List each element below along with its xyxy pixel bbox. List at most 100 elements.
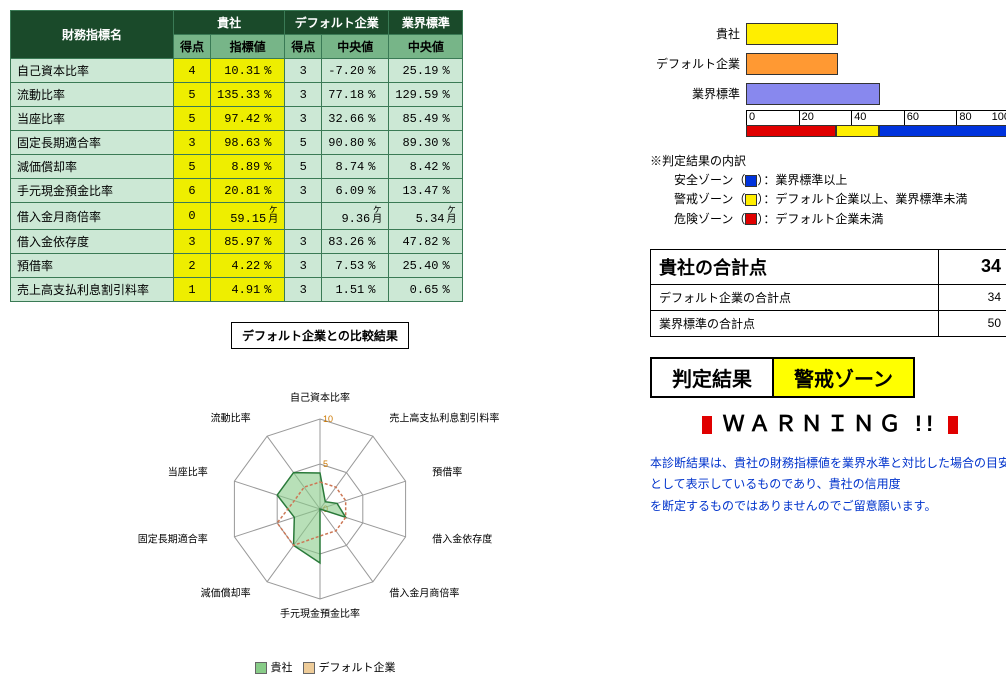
row-score1: 3	[174, 131, 211, 155]
radar-legend: 貴社デフォルト企業	[10, 659, 630, 675]
row-value3: 5.34ヶ月	[389, 203, 463, 230]
score-table: 貴社の合計点34デフォルト企業の合計点34業界標準の合計点50	[650, 249, 1006, 337]
zone-segment	[836, 125, 879, 137]
svg-text:預借率: 預借率	[432, 466, 462, 479]
axis-tick: 60	[904, 111, 957, 125]
row-score2: 3	[285, 59, 322, 83]
row-value3: 25.19%	[389, 59, 463, 83]
th-default: デフォルト企業	[285, 11, 389, 35]
row-value3: 13.47%	[389, 179, 463, 203]
bar-label: デフォルト企業	[650, 55, 746, 72]
note-item: 危険ゾーン（）：デフォルト企業未満	[650, 210, 1006, 229]
bar-fill	[746, 23, 838, 45]
svg-text:借入金依存度: 借入金依存度	[432, 532, 492, 545]
score-value: 34	[938, 249, 1006, 284]
row-score2: 3	[285, 179, 322, 203]
svg-text:10: 10	[323, 414, 333, 424]
th-median2: 中央値	[389, 35, 463, 59]
row-name: 減価償却率	[11, 155, 174, 179]
radar-section: デフォルト企業との比較結果 自己資本比率売上高支払利息割引料率預借率借入金依存度…	[10, 322, 630, 675]
note-item: 安全ゾーン（）：業界標準以上	[650, 171, 1006, 190]
radar-title: デフォルト企業との比較結果	[231, 322, 409, 349]
th-company: 貴社	[174, 11, 285, 35]
judgment-value: 警戒ゾーン	[774, 357, 915, 398]
bar-fill	[746, 83, 880, 105]
row-score1: 2	[174, 254, 211, 278]
svg-text:固定長期適合率: 固定長期適合率	[138, 532, 208, 545]
row-score2: 3	[285, 107, 322, 131]
warning-text: ＷＡＲＮＩＮＧ !!	[650, 406, 1006, 438]
row-score2: 3	[285, 230, 322, 254]
zone-segment	[746, 125, 836, 137]
row-score2	[285, 203, 322, 230]
svg-text:自己資本比率: 自己資本比率	[290, 391, 350, 404]
row-value3: 0.65%	[389, 278, 463, 302]
score-label: 貴社の合計点	[651, 249, 939, 284]
th-value1: 指標値	[211, 35, 285, 59]
radar-chart: 自己資本比率売上高支払利息割引料率預借率借入金依存度借入金月商倍率手元現金預金比…	[100, 359, 540, 659]
notes: ※判定結果の内訳 安全ゾーン（）：業界標準以上 警戒ゾーン（）：デフォルト企業以…	[650, 152, 1006, 229]
table-row: 固定長期適合率398.63%590.80%89.30%	[11, 131, 463, 155]
row-value2: 6.09%	[322, 179, 389, 203]
row-value2: 77.18%	[322, 83, 389, 107]
row-value2: 7.53%	[322, 254, 389, 278]
bar-row: 業界標準	[650, 80, 1006, 106]
judgment-row: 判定結果 警戒ゾーン	[650, 357, 1006, 398]
th-median: 中央値	[322, 35, 389, 59]
axis-tick: 40	[851, 111, 904, 125]
row-value1: 20.81%	[211, 179, 285, 203]
th-industry: 業界標準	[389, 11, 463, 35]
row-score2: 5	[285, 155, 322, 179]
row-score2: 5	[285, 131, 322, 155]
bar-label: 業界標準	[650, 85, 746, 102]
bar-label: 貴社	[650, 25, 746, 42]
table-row: 売上高支払利息割引料率14.91%31.51%0.65%	[11, 278, 463, 302]
svg-text:減価償却率: 減価償却率	[201, 586, 251, 599]
zone-segment	[879, 125, 1006, 137]
row-score2: 3	[285, 254, 322, 278]
row-value2: 1.51%	[322, 278, 389, 302]
svg-text:5: 5	[323, 459, 328, 469]
axis-tick: 20	[799, 111, 852, 125]
row-value3: 47.82%	[389, 230, 463, 254]
row-name: 手元現金預金比率	[11, 179, 174, 203]
row-score1: 6	[174, 179, 211, 203]
zone-swatch	[745, 194, 757, 206]
row-name: 借入金依存度	[11, 230, 174, 254]
notes-title: ※判定結果の内訳	[650, 152, 1006, 171]
score-row: 貴社の合計点34	[651, 249, 1006, 284]
row-value3: 85.49%	[389, 107, 463, 131]
row-value2: 8.74%	[322, 155, 389, 179]
zone-swatch	[745, 175, 757, 187]
row-name: 自己資本比率	[11, 59, 174, 83]
row-value3: 8.42%	[389, 155, 463, 179]
row-value1: 85.97%	[211, 230, 285, 254]
financial-table: 財務指標名 貴社 デフォルト企業 業界標準 得点 指標値 得点 中央値 中央値 …	[10, 10, 463, 302]
svg-text:当座比率: 当座比率	[168, 466, 208, 479]
table-row: 当座比率597.42%332.66%85.49%	[11, 107, 463, 131]
row-value3: 129.59%	[389, 83, 463, 107]
row-value2: 32.66%	[322, 107, 389, 131]
score-label: 業界標準の合計点	[651, 310, 939, 336]
th-score2: 得点	[285, 35, 322, 59]
zone-swatch	[745, 213, 757, 225]
bar-chart: 貴社デフォルト企業業界標準020406080100	[650, 20, 1006, 137]
row-score2: 3	[285, 278, 322, 302]
row-value3: 89.30%	[389, 131, 463, 155]
score-row: デフォルト企業の合計点34	[651, 284, 1006, 310]
row-score1: 1	[174, 278, 211, 302]
row-value2: 90.80%	[322, 131, 389, 155]
row-value1: 10.31%	[211, 59, 285, 83]
row-name: 売上高支払利息割引料率	[11, 278, 174, 302]
th-name: 財務指標名	[11, 11, 174, 59]
table-row: 流動比率5135.33%377.18%129.59%	[11, 83, 463, 107]
row-name: 預借率	[11, 254, 174, 278]
row-score1: 0	[174, 203, 211, 230]
row-value2: -7.20%	[322, 59, 389, 83]
bar-fill	[746, 53, 838, 75]
row-name: 借入金月商倍率	[11, 203, 174, 230]
row-value2: 83.26%	[322, 230, 389, 254]
row-value1: 98.63%	[211, 131, 285, 155]
row-value1: 4.91%	[211, 278, 285, 302]
row-value1: 59.15ヶ月	[211, 203, 285, 230]
